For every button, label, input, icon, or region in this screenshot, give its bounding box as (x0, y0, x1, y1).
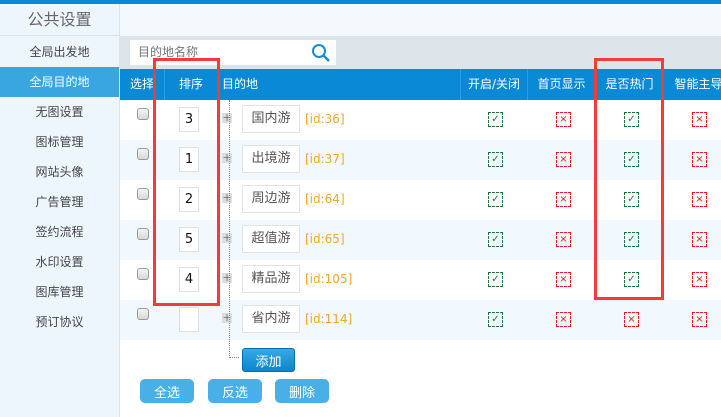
sidebar-item[interactable]: 签约流程 (35, 225, 84, 239)
sort-input[interactable]: 4 (179, 267, 199, 292)
destination-id: [id:114] (305, 312, 353, 326)
destination-id: [id:65] (305, 232, 345, 246)
check-icon[interactable]: ✓ (624, 112, 639, 127)
destination-name-input[interactable]: 国内游 (242, 105, 300, 133)
highlight-box-hot (594, 58, 664, 300)
sidebar-item[interactable]: 全局目的地 (0, 67, 119, 97)
search-icon[interactable] (311, 43, 331, 63)
cross-icon[interactable]: × (556, 232, 571, 247)
select-all-button[interactable]: 全选 (140, 379, 194, 403)
cross-icon[interactable]: × (692, 152, 707, 167)
sidebar-item[interactable]: 广告管理 (35, 195, 84, 209)
expand-icon[interactable]: + (222, 231, 232, 244)
tree-line (229, 357, 239, 358)
check-icon[interactable]: ✓ (624, 192, 639, 207)
destination-id: [id:36] (305, 112, 345, 126)
cross-icon[interactable]: × (692, 272, 707, 287)
header-smart: 智能主导 (664, 69, 721, 100)
table-row: 4 + 精品游 [id:105] ✓ × ✓ × (120, 260, 721, 300)
cross-icon[interactable]: × (692, 192, 707, 207)
sort-input[interactable]: 2 (179, 187, 199, 212)
check-icon[interactable]: ✓ (624, 272, 639, 287)
invert-selection-button[interactable]: 反选 (208, 379, 262, 403)
table-row: 3 + 国内游 [id:36] ✓ × ✓ × (120, 100, 721, 140)
title-area (120, 4, 721, 36)
cross-icon[interactable]: × (556, 152, 571, 167)
sort-input[interactable]: 1 (179, 147, 199, 172)
sidebar-title: 公共设置 (0, 4, 119, 36)
destination-name-input[interactable]: 精品游 (242, 265, 300, 293)
header-open-close: 开启/关闭 (460, 69, 528, 100)
header-home-display: 首页显示 (528, 69, 596, 100)
sidebar-item[interactable]: 图库管理 (35, 285, 84, 299)
row-checkbox[interactable] (137, 188, 149, 200)
sidebar-item[interactable]: 预订协议 (35, 315, 84, 329)
check-icon[interactable]: ✓ (488, 192, 503, 207)
check-icon[interactable]: ✓ (488, 152, 503, 167)
row-checkbox[interactable] (137, 268, 149, 280)
check-icon[interactable]: ✓ (488, 112, 503, 127)
highlight-box-sort (153, 58, 220, 306)
cross-icon[interactable]: × (624, 312, 639, 327)
cross-icon[interactable]: × (556, 312, 571, 327)
cross-icon[interactable]: × (692, 312, 707, 327)
sidebar: 公共设置 全局出发地全局目的地无图设置图标管理网站头像广告管理签约流程水印设置图… (0, 4, 120, 417)
sidebar-item[interactable]: 全局出发地 (29, 45, 90, 59)
check-icon[interactable]: ✓ (624, 232, 639, 247)
row-checkbox[interactable] (137, 228, 149, 240)
cross-icon[interactable]: × (692, 232, 707, 247)
sidebar-item[interactable]: 水印设置 (35, 255, 84, 269)
header-destination: 目的地 (222, 77, 259, 91)
destination-id: [id:64] (305, 192, 345, 206)
cross-icon[interactable]: × (556, 272, 571, 287)
expand-icon[interactable]: + (222, 271, 232, 284)
sort-input[interactable] (179, 307, 199, 332)
search-bar (120, 36, 721, 69)
sidebar-item[interactable]: 无图设置 (35, 105, 84, 119)
table-row: 5 + 超值游 [id:65] ✓ × ✓ × (120, 220, 721, 260)
sidebar-item[interactable]: 图标管理 (35, 135, 84, 149)
expand-icon[interactable]: + (222, 111, 232, 124)
destination-id: [id:37] (305, 152, 345, 166)
table-row: + 省内游 [id:114] ✓ × × × (120, 300, 721, 340)
destination-id: [id:105] (305, 272, 353, 286)
sort-input[interactable]: 5 (179, 227, 199, 252)
table-row: 2 + 周边游 [id:64] ✓ × ✓ × (120, 180, 721, 220)
destination-name-input[interactable]: 超值游 (242, 225, 300, 253)
sort-input[interactable]: 3 (179, 107, 199, 132)
check-icon[interactable]: ✓ (488, 232, 503, 247)
row-checkbox[interactable] (137, 108, 149, 120)
check-icon[interactable]: ✓ (488, 312, 503, 327)
cross-icon[interactable]: × (692, 112, 707, 127)
destination-name-input[interactable]: 省内游 (242, 305, 300, 333)
table-row: 1 + 出境游 [id:37] ✓ × ✓ × (120, 140, 721, 180)
row-checkbox[interactable] (137, 308, 149, 320)
add-button[interactable]: 添加 (242, 348, 295, 372)
top-bar (0, 0, 721, 4)
delete-button[interactable]: 删除 (275, 379, 329, 403)
sidebar-item[interactable]: 网站头像 (35, 165, 84, 179)
row-checkbox[interactable] (137, 148, 149, 160)
destination-name-input[interactable]: 出境游 (242, 145, 300, 173)
tree-line (229, 100, 230, 358)
header-select: 选择 (120, 69, 165, 100)
cross-icon[interactable]: × (556, 192, 571, 207)
expand-icon[interactable]: + (222, 191, 232, 204)
cross-icon[interactable]: × (556, 112, 571, 127)
expand-icon[interactable]: + (222, 151, 232, 164)
expand-icon[interactable]: + (222, 311, 232, 324)
check-icon[interactable]: ✓ (624, 152, 639, 167)
destination-name-input[interactable]: 周边游 (242, 185, 300, 213)
check-icon[interactable]: ✓ (488, 272, 503, 287)
